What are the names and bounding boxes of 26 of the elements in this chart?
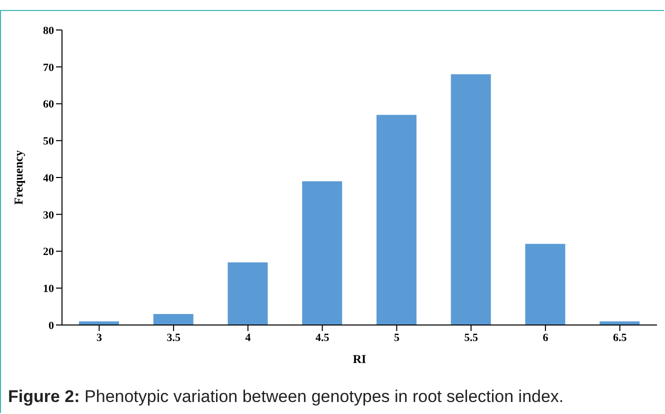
y-tick-label: 40 [43,172,54,184]
bar [302,181,342,325]
y-tick-label: 70 [43,62,54,74]
y-tick-label: 30 [43,209,54,222]
x-tick-label: 3.5 [166,332,181,344]
bar [228,262,268,325]
caption: Figure 2: Phenotypic variation between genotypes in root selection index. [8,387,564,407]
y-tick-label: 10 [43,283,54,296]
bar [153,314,194,325]
x-axis-title: RI [352,352,366,366]
bar [450,74,491,325]
y-tick-label: 50 [43,136,54,148]
y-axis-title: Frequency [11,150,26,205]
y-tick-label: 80 [43,24,54,37]
y-tick-label: 0 [48,320,54,332]
x-tick-label: 6.5 [612,332,628,344]
y-tick-label: 60 [43,98,54,111]
x-tick-label: 6 [542,332,549,344]
x-tick-label: 4.5 [315,332,330,344]
x-tick-label: 4 [245,332,252,344]
bar [525,244,566,325]
y-tick-label: 20 [43,246,54,258]
x-tick-label: 3 [96,332,102,344]
bar [376,114,416,325]
x-tick-label: 5 [394,332,400,344]
x-tick-label: 5.5 [464,332,478,344]
